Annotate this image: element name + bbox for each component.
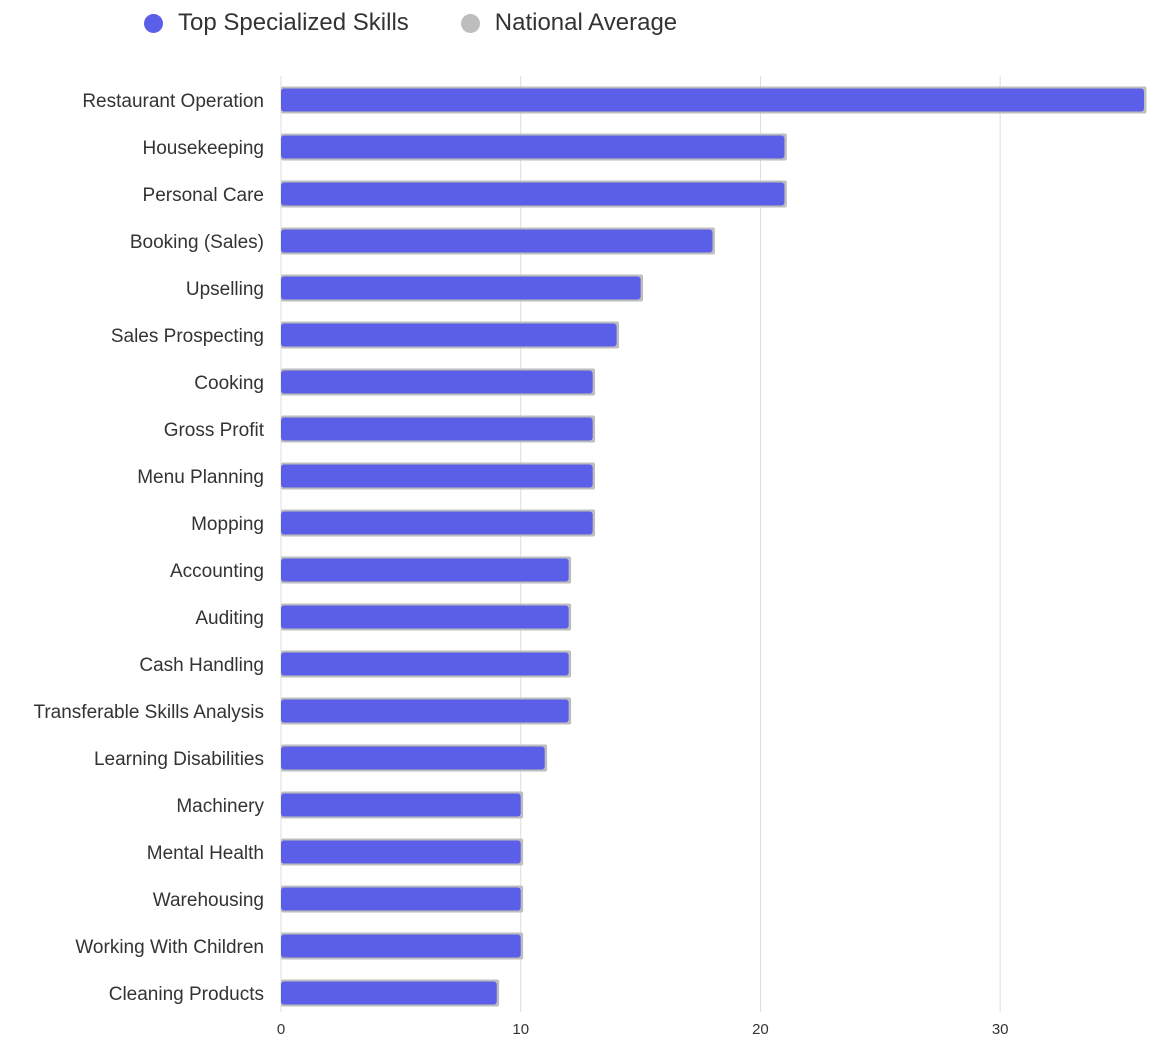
- bar-top-specialized-skills-learning-disabilities[interactable]: [281, 746, 545, 770]
- bar-top-specialized-skills-warehousing[interactable]: [281, 887, 521, 911]
- category-label-accounting: Accounting: [170, 561, 264, 582]
- category-label-housekeeping: Housekeeping: [143, 138, 264, 159]
- bar-top-specialized-skills-machinery[interactable]: [281, 793, 521, 817]
- legend-item-top-specialized-skills[interactable]: Top Specialized Skills: [144, 9, 409, 37]
- category-label-restaurant-operation: Restaurant Operation: [82, 91, 264, 112]
- bar-top-specialized-skills-housekeeping[interactable]: [281, 135, 785, 159]
- bar-top-specialized-skills-mopping[interactable]: [281, 511, 593, 535]
- category-label-menu-planning: Menu Planning: [137, 467, 264, 488]
- x-tick-label-0: 0: [277, 1021, 285, 1038]
- category-label-mopping: Mopping: [191, 514, 264, 535]
- category-label-learning-disabilities: Learning Disabilities: [94, 749, 264, 770]
- legend-item-national-average[interactable]: National Average: [460, 9, 678, 37]
- legend-label-national-average: National Average: [494, 9, 678, 36]
- category-label-transferable-skills-analysis: Transferable Skills Analysis: [33, 702, 264, 723]
- bar-top-specialized-skills-cooking[interactable]: [281, 370, 593, 394]
- category-label-sales-prospecting: Sales Prospecting: [111, 326, 264, 347]
- category-label-auditing: Auditing: [195, 608, 264, 629]
- category-labels: Restaurant Operation Housekeeping Personal…: [33, 91, 264, 1005]
- legend-swatch-national-average: [460, 13, 480, 33]
- category-label-mental-health: Mental Health: [147, 843, 264, 864]
- bar-top-specialized-skills-auditing[interactable]: [281, 605, 569, 629]
- bar-top-specialized-skills-mental-health[interactable]: [281, 840, 521, 864]
- bar-top-specialized-skills-personal-care[interactable]: [281, 182, 785, 206]
- grid-lines: [280, 76, 1001, 1012]
- x-tick-label-30: 30: [992, 1021, 1009, 1038]
- category-label-cooking: Cooking: [194, 373, 264, 394]
- bar-top-specialized-skills-upselling[interactable]: [281, 276, 641, 300]
- bar-top-specialized-skills-cleaning-products[interactable]: [281, 981, 497, 1005]
- x-tick-label-20: 20: [752, 1021, 769, 1038]
- legend-label-top-specialized-skills: Top Specialized Skills: [178, 9, 409, 36]
- bar-top-specialized-skills-accounting[interactable]: [281, 558, 569, 582]
- bar-top-specialized-skills-transferable-skills-analysis[interactable]: [281, 699, 569, 723]
- chart-legend: Top Specialized Skills National Average: [144, 6, 729, 40]
- x-axis-ticks: 0 10 20 30: [277, 1021, 1009, 1038]
- category-label-working-with-children: Working With Children: [75, 937, 264, 958]
- bar-top-specialized-skills-gross-profit[interactable]: [281, 417, 593, 441]
- category-label-cash-handling: Cash Handling: [139, 655, 264, 676]
- bar-top-specialized-skills-booking-sales[interactable]: [281, 229, 713, 253]
- category-label-cleaning-products: Cleaning Products: [109, 984, 264, 1005]
- legend-swatch-top-specialized-skills: [144, 13, 163, 33]
- category-label-upselling: Upselling: [186, 279, 264, 300]
- category-label-machinery: Machinery: [176, 796, 264, 817]
- category-label-personal-care: Personal Care: [143, 185, 264, 206]
- bar-top-specialized-skills-restaurant-operation[interactable]: [281, 88, 1144, 112]
- x-tick-label-10: 10: [512, 1021, 529, 1038]
- category-label-gross-profit: Gross Profit: [164, 420, 265, 441]
- bar-top-specialized-skills-sales-prospecting[interactable]: [281, 323, 617, 347]
- bar-top-specialized-skills-working-with-children[interactable]: [281, 934, 521, 958]
- category-label-booking-sales: Booking (Sales): [130, 232, 264, 253]
- category-label-warehousing: Warehousing: [153, 890, 264, 911]
- bars: [281, 86, 1147, 1007]
- bar-top-specialized-skills-menu-planning[interactable]: [281, 464, 593, 488]
- bar-top-specialized-skills-cash-handling[interactable]: [281, 652, 569, 676]
